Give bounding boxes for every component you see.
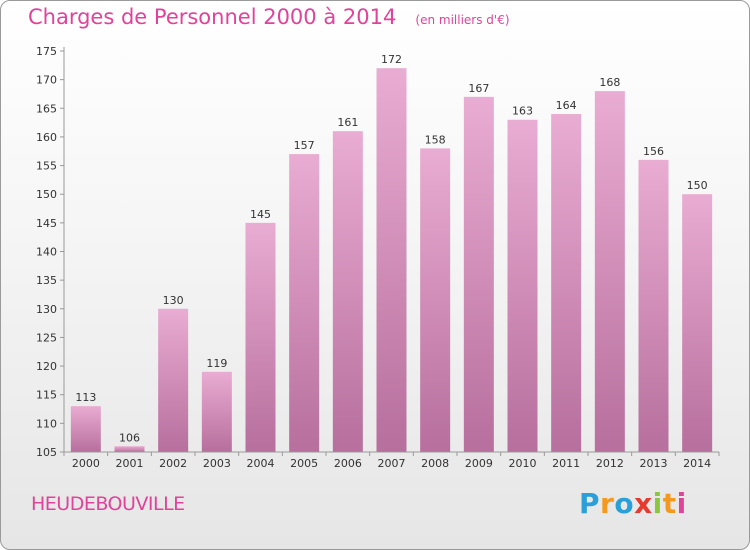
- chart-subtitle: (en milliers d'€): [415, 13, 510, 27]
- x-tick-label-2008: 2008: [421, 457, 449, 470]
- x-tick-label-2006: 2006: [334, 457, 362, 470]
- x-tick-label-2011: 2011: [552, 457, 580, 470]
- value-label-2007: 172: [381, 53, 402, 66]
- y-tick-label-115: 115: [36, 389, 57, 402]
- bar-2004: [245, 222, 276, 452]
- value-label-2013: 156: [643, 145, 664, 158]
- y-tick-label-120: 120: [36, 360, 57, 373]
- y-tick-label-110: 110: [36, 417, 57, 430]
- proxiti-logo: Proxiti: [579, 487, 687, 520]
- value-labels-group: 113 106 130 119 145 157 161 172 158 167 163 164 168 1…: [75, 53, 707, 444]
- bar-2003: [201, 371, 232, 452]
- bar-2009: [463, 96, 494, 452]
- value-label-2000: 113: [75, 391, 96, 404]
- bar-2005: [289, 154, 320, 452]
- value-label-2009: 167: [468, 82, 489, 95]
- bar-2001: [114, 446, 145, 452]
- logo-letter: x: [634, 487, 653, 520]
- y-axis: 105 110 115 120 125 130 135 140 145 150 155 160 165 1…: [36, 45, 65, 459]
- y-tick-label-125: 125: [36, 331, 57, 344]
- x-tick-label-2005: 2005: [290, 457, 318, 470]
- bars-group: [70, 68, 713, 453]
- bar-2014: [682, 194, 713, 452]
- x-tick-label-2004: 2004: [247, 457, 275, 470]
- x-tick-label-2007: 2007: [378, 457, 406, 470]
- x-tick-label-2012: 2012: [596, 457, 624, 470]
- title-row: Charges de Personnel 2000 à 2014 (en mil…: [28, 5, 510, 29]
- logo-letter: o: [614, 487, 635, 520]
- value-label-2011: 164: [556, 99, 577, 112]
- y-tick-label-170: 170: [36, 74, 57, 87]
- logo-letter: i: [652, 487, 663, 520]
- value-label-2006: 161: [337, 116, 358, 129]
- logo-letter: i: [676, 487, 687, 520]
- bar-2008: [420, 148, 451, 452]
- value-label-2002: 130: [163, 294, 184, 307]
- logo-letter: r: [600, 487, 615, 520]
- bar-2011: [551, 114, 582, 452]
- logo-letter: P: [579, 487, 601, 520]
- x-tick-label-2010: 2010: [509, 457, 537, 470]
- x-tick-label-2014: 2014: [683, 457, 711, 470]
- town-name: HEUDEBOUVILLE: [31, 493, 185, 515]
- x-tick-label-2013: 2013: [640, 457, 668, 470]
- y-tick-label-175: 175: [36, 45, 57, 58]
- bar-2012: [594, 91, 625, 452]
- bar-2010: [507, 119, 538, 452]
- value-label-2010: 163: [512, 105, 533, 118]
- y-tick-label-145: 145: [36, 217, 57, 230]
- y-tick-label-105: 105: [36, 446, 57, 459]
- y-tick-label-155: 155: [36, 160, 57, 173]
- x-tick-label-2002: 2002: [159, 457, 187, 470]
- x-tick-label-2000: 2000: [72, 457, 100, 470]
- y-tick-label-150: 150: [36, 188, 57, 201]
- value-label-2014: 150: [687, 179, 708, 192]
- value-label-2012: 168: [599, 76, 620, 89]
- value-label-2003: 119: [206, 357, 227, 370]
- y-tick-label-160: 160: [36, 131, 57, 144]
- bar-2007: [376, 68, 407, 452]
- y-tick-label-130: 130: [36, 303, 57, 316]
- x-tick-label-2001: 2001: [116, 457, 144, 470]
- x-axis: 2000 2001 2002 2003 2004 2005 2006 2007 2008 2009…: [63, 451, 720, 470]
- y-tick-label-135: 135: [36, 274, 57, 287]
- y-tick-label-140: 140: [36, 246, 57, 259]
- bar-2002: [158, 308, 189, 452]
- bar-2013: [638, 159, 669, 453]
- bar-2000: [70, 406, 101, 452]
- value-label-2008: 158: [425, 133, 446, 146]
- logo-letter: t: [662, 487, 677, 520]
- y-tick-label-165: 165: [36, 102, 57, 115]
- value-label-2005: 157: [294, 139, 315, 152]
- x-tick-label-2009: 2009: [465, 457, 493, 470]
- x-tick-label-2003: 2003: [203, 457, 231, 470]
- bar-2006: [332, 131, 363, 452]
- value-label-2004: 145: [250, 208, 271, 221]
- chart-title: Charges de Personnel 2000 à 2014: [28, 5, 397, 29]
- value-label-2001: 106: [119, 431, 140, 444]
